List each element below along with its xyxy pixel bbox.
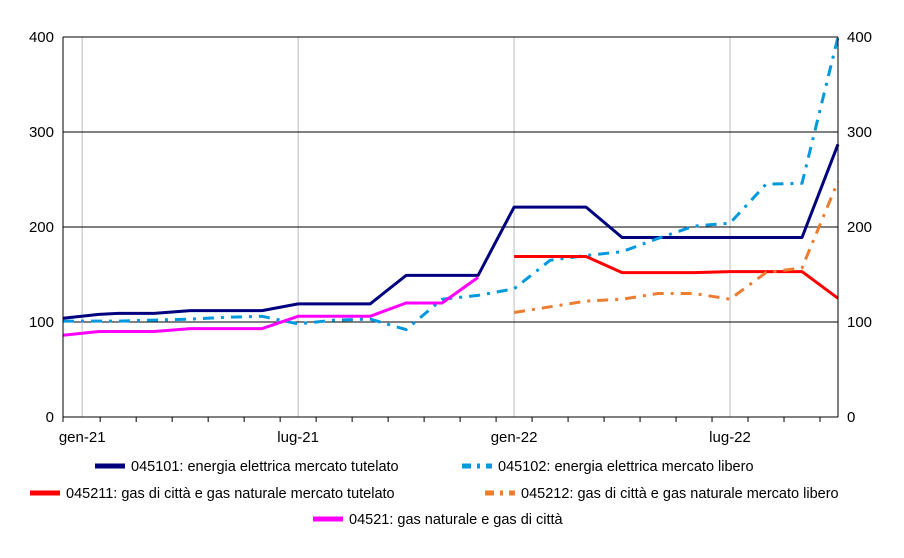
legend: 045101: energia elettrica mercato tutela…	[30, 459, 839, 528]
y-tick-label-right: 100	[847, 314, 872, 331]
x-tick-label: lug-22	[709, 429, 751, 446]
legend-label-1: 045101: energia elettrica mercato tutela…	[131, 459, 399, 475]
y-tick-label-left: 300	[29, 124, 54, 141]
x-tick-label: gen-22	[491, 429, 538, 446]
grid	[63, 36, 838, 417]
y-tick-label-right: 400	[847, 29, 872, 46]
series-line-5	[62, 276, 479, 337]
legend-label-5: 04521: gas naturale e gas di città	[349, 512, 564, 528]
y-tick-label-right: 0	[847, 409, 855, 426]
legend-label-4: 045212: gas di città e gas naturale merc…	[521, 486, 839, 502]
series-line-4	[513, 180, 840, 314]
y-tick-label-left: 0	[46, 409, 54, 426]
y-tick-label-left: 100	[29, 314, 54, 331]
legend-label-2: 045102: energia elettrica mercato libero	[498, 459, 754, 475]
series-group	[62, 36, 840, 337]
series-line-2	[63, 36, 840, 332]
series-line-1	[62, 143, 840, 320]
tick-labels: 0 0 100 100 200 200 300 300 400 400 gen-21 lug-21 ge…	[29, 29, 872, 446]
y-tick-label-left: 400	[29, 29, 54, 46]
axes	[62, 37, 839, 422]
y-tick-label-left: 200	[29, 219, 54, 236]
legend-label-3: 045211: gas di città e gas naturale merc…	[66, 486, 395, 502]
y-tick-label-right: 200	[847, 219, 872, 236]
y-tick-label-right: 300	[847, 124, 872, 141]
x-tick-label: gen-21	[59, 429, 106, 446]
x-tick-label: lug-21	[277, 429, 319, 446]
